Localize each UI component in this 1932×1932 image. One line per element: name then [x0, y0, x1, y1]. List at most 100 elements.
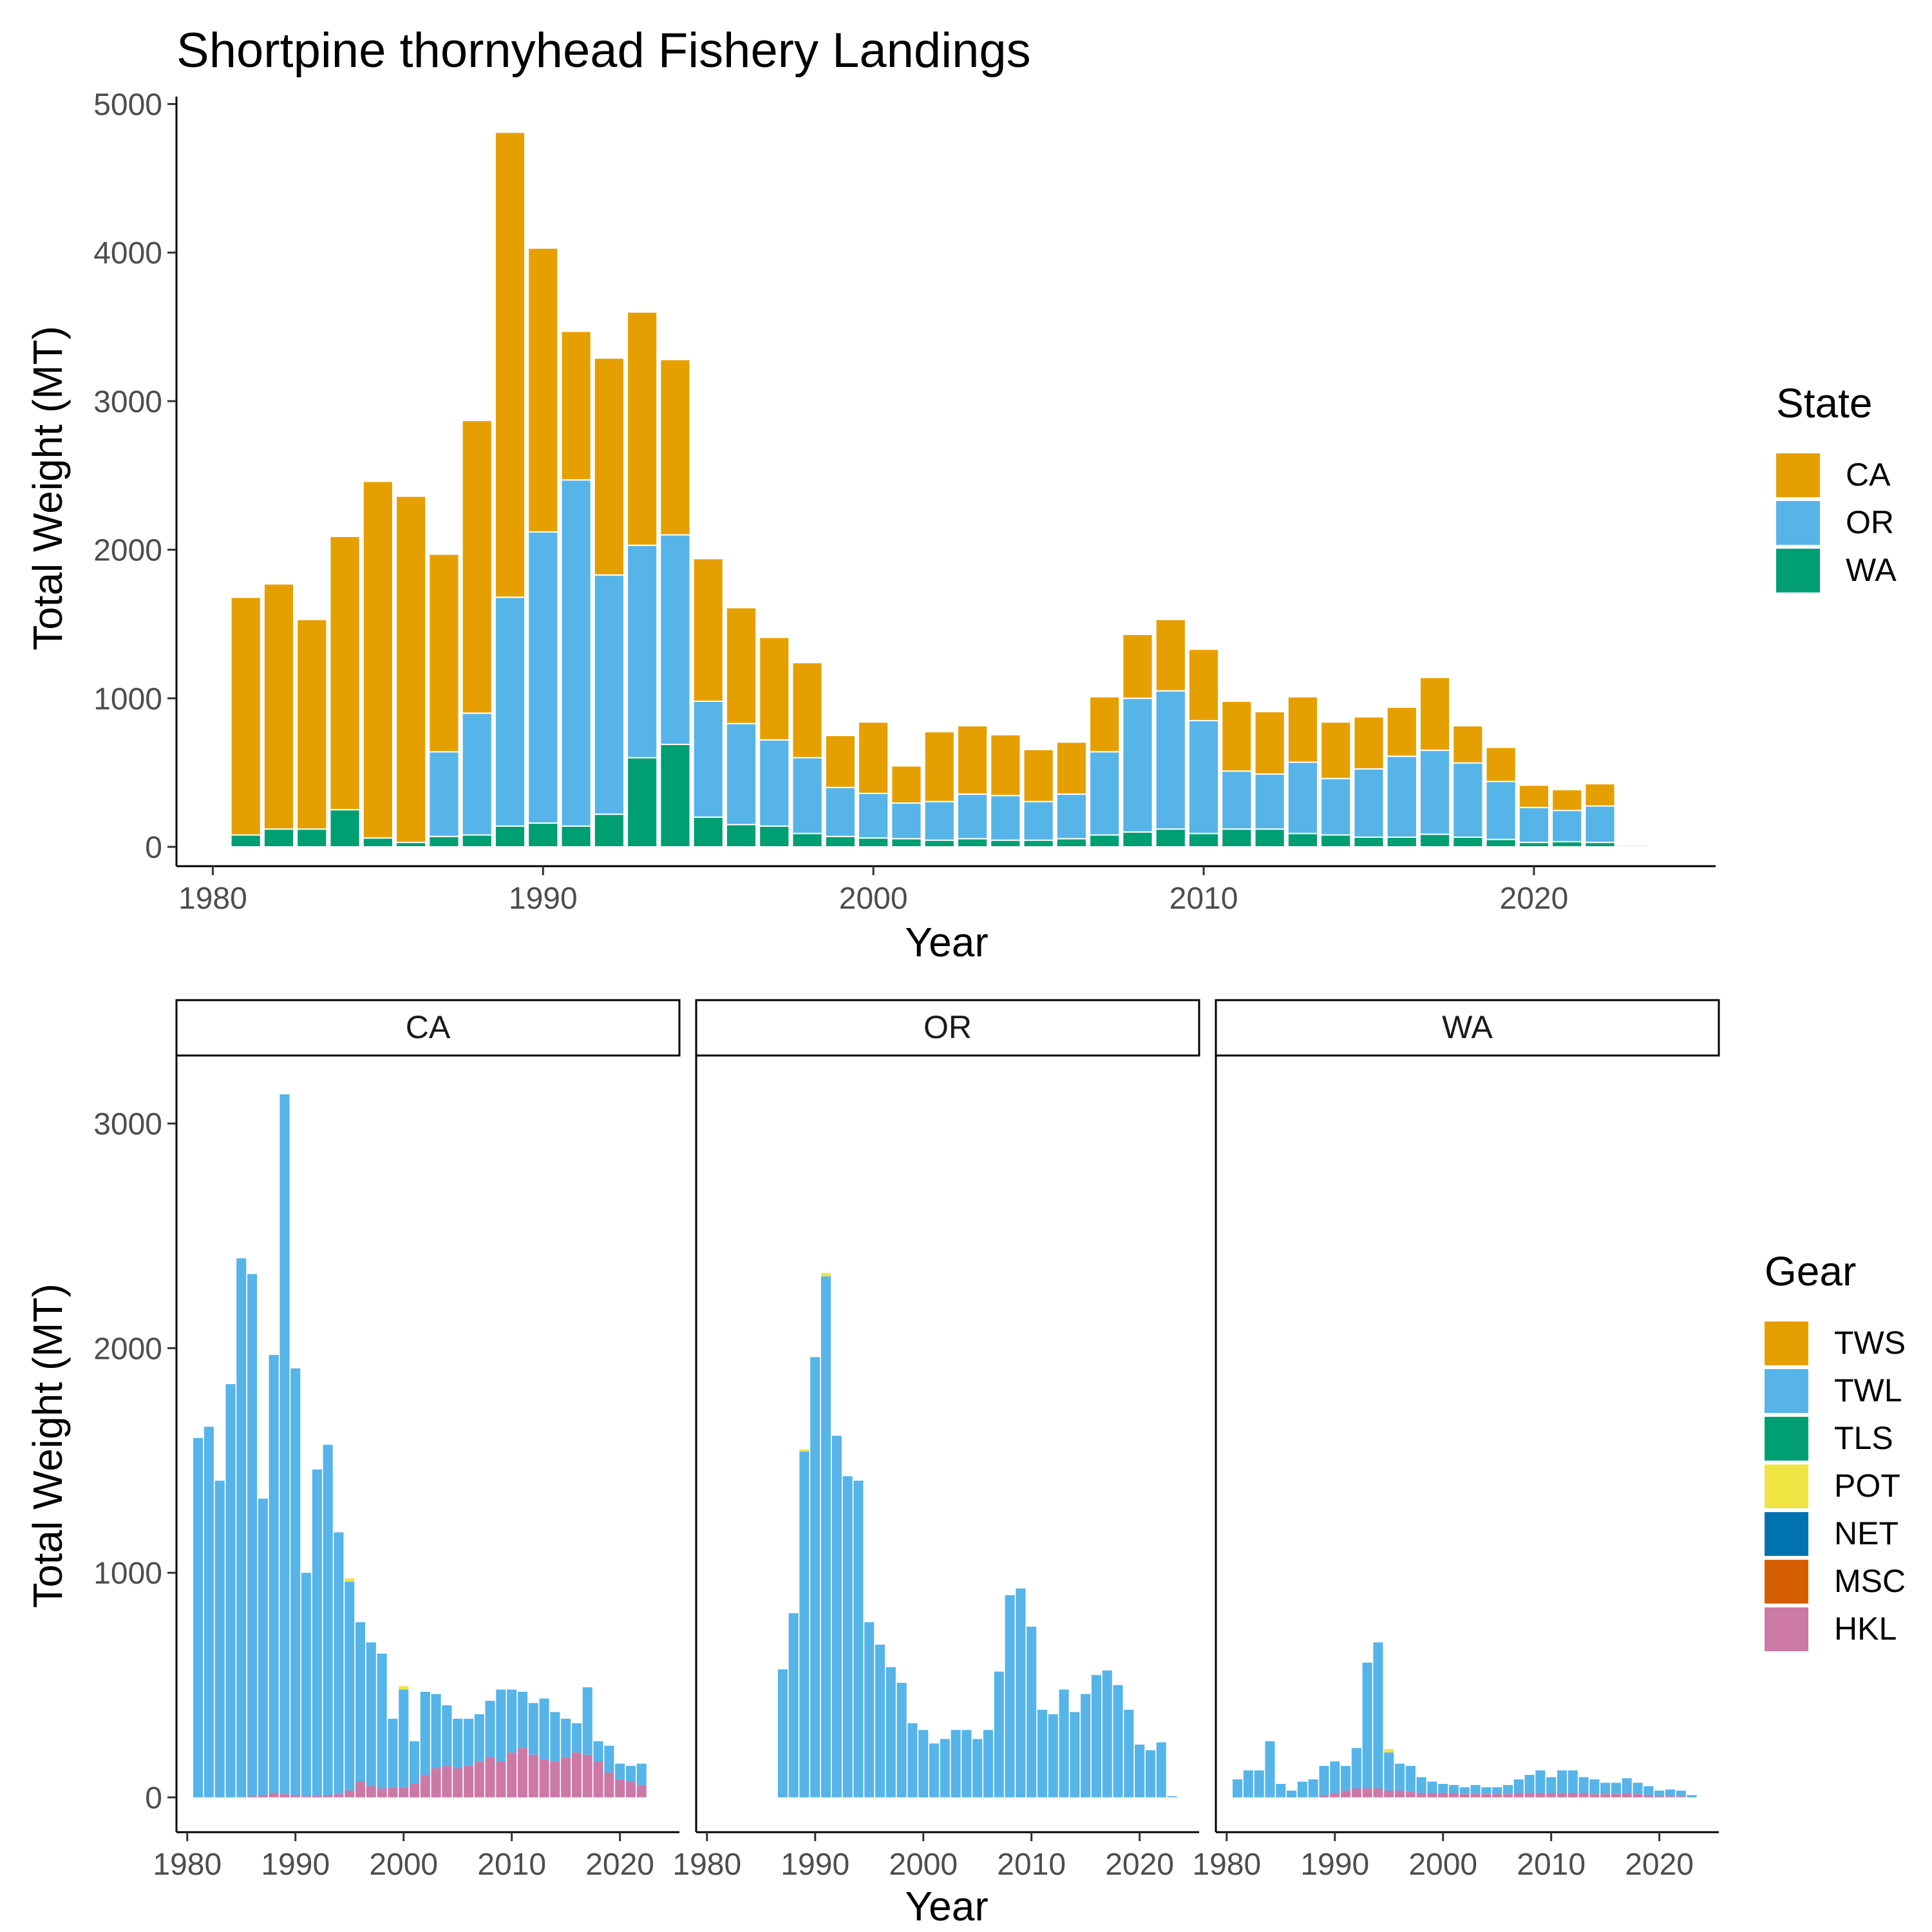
facet-ca-bar-twl-1982: [204, 1426, 214, 1797]
facet-wa-bar-twl-1995: [1384, 1752, 1394, 1791]
facet-ca-bar-twl-2000: [399, 1689, 409, 1788]
facet-wa-bar-hkl-2008: [1524, 1792, 1535, 1797]
state-chart-ylabel: Total Weight (MT): [24, 326, 71, 650]
facet-or-bar-twl-2004: [961, 1730, 972, 1797]
facet-wa-bar-twl-2005: [1492, 1787, 1502, 1794]
facet-or-bar-twl-2005: [972, 1739, 983, 1797]
state-chart-y-tick-label: 5000: [93, 88, 162, 122]
facet-ca-bar-twl-2019: [604, 1745, 614, 1773]
facet-wa-bar-twl-2012: [1567, 1770, 1578, 1793]
facet-wa-bar-hkl-2016: [1611, 1794, 1621, 1797]
facet-ca-bar-hkl-2004: [442, 1766, 452, 1797]
facet-or-bar-twl-1995: [864, 1622, 875, 1797]
facet-or-bar-twl-2001: [929, 1743, 940, 1797]
facet-or-bar-twl-1998: [896, 1683, 907, 1797]
facet-wa-bar-twl-2013: [1578, 1777, 1589, 1793]
facet-wa-bar-twl-2014: [1589, 1779, 1600, 1794]
facet-ca-bar-hkl-2015: [561, 1757, 571, 1797]
state-chart-bar-ca-2019: [1485, 746, 1517, 782]
facet-or-bar-twl-2016: [1091, 1674, 1101, 1797]
state-chart-x-tick-label: 2010: [1170, 882, 1238, 916]
state-chart-bar-wa-1991: [560, 825, 592, 848]
facet-ca-bar-twl-2012: [528, 1703, 538, 1755]
state-chart-bar-ca-2012: [1254, 711, 1285, 775]
facet-or-x-tick-label: 2000: [889, 1848, 958, 1882]
facet-wa-bar-hkl-2013: [1578, 1792, 1589, 1797]
state-legend-label-or: OR: [1846, 504, 1894, 540]
facet-wa-strip-label: WA: [1442, 1009, 1493, 1045]
facet-or-bar-twl-2012: [1048, 1714, 1058, 1797]
facet-ca-x-tick-label: 2000: [369, 1848, 438, 1882]
facet-wa-bar-hkl-1994: [1373, 1788, 1383, 1797]
facet-wa-bar-hkl-2022: [1676, 1796, 1686, 1797]
facet-wa-bar-twl-2020: [1654, 1790, 1665, 1797]
state-chart-bar-or-1999: [824, 786, 856, 837]
state-legend-key-wa: [1776, 549, 1820, 592]
facet-ca-bar-twl-2021: [625, 1766, 636, 1782]
state-chart-bar-ca-2018: [1452, 724, 1484, 764]
state-chart-bar-ca-2017: [1419, 677, 1451, 752]
state-chart-bar-ca-2001: [891, 765, 922, 804]
facet-ca-bar-hkl-2010: [507, 1752, 517, 1797]
state-chart-bar-ca-1985: [362, 480, 393, 839]
facet-or-bar-twl-1988: [788, 1613, 799, 1797]
facet-wa-bar-twl-1994: [1373, 1642, 1383, 1788]
facet-ca-bar-hkl-2007: [474, 1761, 484, 1797]
chart-layer: 1980 1990 2000 2010 2020 0 1000 2000 3000 4000 500…: [24, 88, 1906, 1929]
gear-legend-label-msc: MSC: [1834, 1563, 1906, 1599]
state-chart-bar-wa-2002: [923, 839, 955, 848]
gear-legend-label-net: NET: [1834, 1515, 1899, 1551]
facet-wa-bar-hkl-1990: [1330, 1792, 1340, 1797]
state-chart-bar-wa-1986: [395, 842, 427, 848]
facet-wa-x-tick-label: 2020: [1625, 1848, 1694, 1882]
facet-or-bar-twl-1990: [810, 1357, 820, 1797]
state-chart-bar-wa-2016: [1386, 837, 1417, 848]
facet-ca-bar-twl-2014: [550, 1712, 560, 1762]
facet-wa-bar-hkl-2010: [1546, 1792, 1557, 1797]
facet-ca-x-tick-label: 1990: [261, 1848, 330, 1882]
facet-or-bar-twl-1999: [907, 1723, 918, 1797]
facet-wa-bar-hkl-2001: [1448, 1792, 1459, 1797]
facet-wa-bar-hkl-2006: [1502, 1794, 1513, 1797]
facet-ca-bar-twl-1992: [312, 1469, 322, 1796]
facet-wa-bar-twl-2002: [1459, 1787, 1470, 1794]
state-chart-bar-or-2004: [990, 795, 1021, 841]
facet-ca-bar-twl-1985: [236, 1258, 247, 1797]
state-chart-bar-ca-2005: [1023, 748, 1054, 802]
state-chart-bar-or-2013: [1287, 761, 1318, 835]
state-chart-bar-or-1994: [659, 534, 691, 745]
facet-wa-bar-twl-1989: [1319, 1766, 1329, 1795]
facet-wa-x-tick-label: 1990: [1300, 1848, 1369, 1882]
state-legend-key-ca: [1776, 453, 1820, 497]
facet-ca-bar-twl-2016: [571, 1723, 582, 1753]
state-chart-bar-or-2019: [1485, 781, 1517, 840]
state-chart-bar-or-2018: [1452, 762, 1484, 838]
facet-ca-bar-twl-2013: [539, 1698, 549, 1759]
state-chart-bar-ca-1993: [627, 311, 658, 546]
facet-or-bar-twl-1997: [886, 1667, 896, 1797]
state-chart-bar-ca-1994: [659, 359, 691, 536]
facet-or-bar-twl-2011: [1037, 1709, 1048, 1797]
state-chart-bar-wa-1995: [692, 816, 724, 848]
facet-wa-bar-twl-2004: [1481, 1787, 1492, 1794]
facet-wa-bar-twl-1991: [1340, 1766, 1351, 1791]
state-chart-bar-wa-1988: [461, 834, 493, 848]
facet-ca-bar-twl-2005: [453, 1718, 463, 1768]
facet-or-bar-twl-2006: [983, 1730, 994, 1797]
state-chart-x-tick-label: 1990: [509, 882, 578, 916]
state-chart-bar-or-1990: [527, 531, 559, 824]
facet-ca-bar-twl-2020: [615, 1763, 625, 1780]
gear-legend-key-tws: [1765, 1321, 1808, 1365]
facet-or-bar-twl-1994: [853, 1481, 864, 1797]
state-chart-bar-wa-1985: [362, 837, 393, 848]
state-chart-bar-or-2012: [1254, 773, 1285, 830]
facet-wa-bar-twl-1981: [1233, 1779, 1243, 1797]
state-chart-bar-or-1997: [759, 739, 790, 827]
facet-wa-bar-twl-2003: [1470, 1785, 1481, 1794]
facet-ca-bar-twl-1988: [269, 1354, 279, 1793]
state-chart-bar-wa-2018: [1452, 837, 1484, 848]
state-chart-bar-or-1987: [428, 751, 460, 837]
facet-wa-strip: [1215, 999, 1720, 1057]
gear-legend-key-tls: [1765, 1417, 1808, 1461]
facet-ca-bar-twl-1994: [334, 1532, 344, 1794]
